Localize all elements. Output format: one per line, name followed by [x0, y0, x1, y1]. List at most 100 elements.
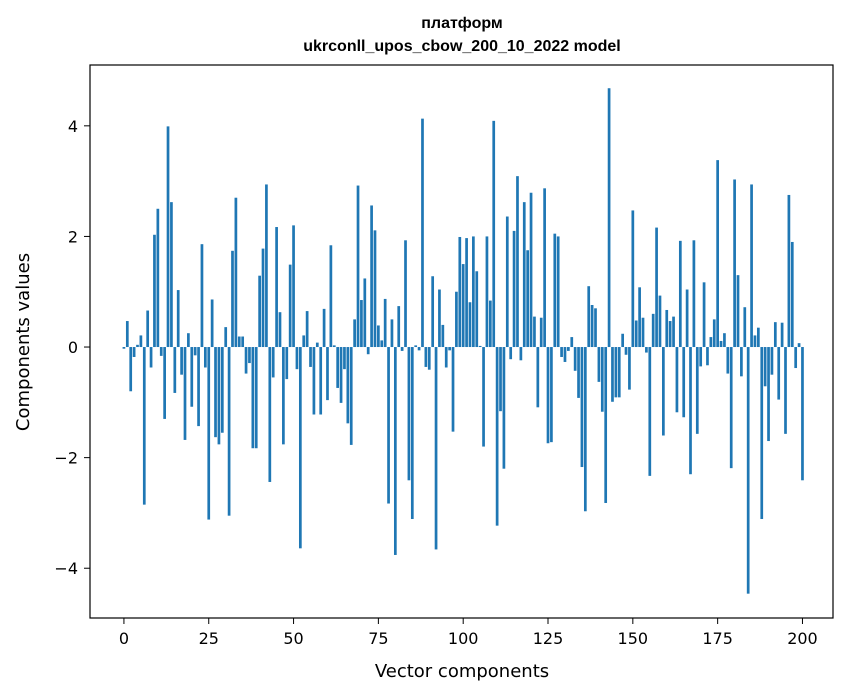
bar: [753, 335, 757, 348]
bar: [482, 347, 485, 447]
bar: [770, 347, 774, 375]
bar: [712, 319, 716, 348]
bar: [468, 302, 472, 348]
bar: [614, 347, 618, 398]
x-axis-label: Vector components: [375, 661, 549, 682]
bar: [526, 250, 530, 348]
bar: [302, 335, 306, 348]
x-tick-label: 125: [533, 629, 564, 648]
bar: [628, 347, 631, 390]
bars-group: [122, 88, 804, 594]
bar: [743, 307, 747, 348]
x-tick-label: 0: [119, 629, 129, 648]
bar: [187, 333, 190, 348]
x-tick-label: 175: [702, 629, 733, 648]
bar: [617, 347, 621, 398]
bar: [370, 205, 373, 348]
bar: [621, 333, 625, 348]
bar: [682, 347, 686, 418]
bar: [390, 319, 394, 348]
bar: [251, 347, 255, 449]
bar: [153, 234, 156, 348]
bar: [709, 337, 713, 348]
bar: [784, 347, 787, 434]
bar: [254, 347, 258, 449]
bar: [536, 347, 540, 408]
bar: [655, 227, 658, 348]
bar: [142, 347, 146, 505]
bar: [125, 321, 129, 348]
bar: [641, 317, 645, 348]
bar: [458, 236, 462, 348]
bar: [678, 240, 682, 348]
x-tick-label: 50: [283, 629, 303, 648]
bar: [210, 299, 214, 348]
bar: [431, 276, 435, 348]
bar: [685, 289, 689, 348]
bar: [139, 335, 143, 348]
bar: [404, 240, 407, 348]
bar: [407, 347, 411, 481]
x-axis-ticks: 0 25 50 75 100 125 150 175 200: [119, 618, 818, 648]
bar: [648, 347, 652, 476]
bar: [305, 311, 309, 348]
bar: [512, 230, 516, 348]
bar: [237, 336, 241, 348]
bar: [529, 192, 533, 348]
bar: [706, 347, 709, 366]
bar: [465, 238, 468, 348]
bar: [427, 347, 431, 370]
bar: [560, 347, 563, 357]
bar: [692, 240, 696, 348]
bar: [658, 295, 662, 348]
bar: [366, 347, 370, 355]
bar: [329, 245, 333, 348]
chart-subtitle: ukrconll_upos_cbow_200_10_2022 model: [303, 38, 620, 55]
bar: [461, 264, 465, 348]
bar: [567, 347, 570, 351]
bar: [773, 322, 777, 348]
bar: [570, 337, 574, 348]
bar: [689, 347, 692, 475]
bar: [275, 227, 278, 348]
bar: [332, 345, 336, 348]
bar: [777, 347, 781, 400]
bar: [600, 347, 604, 412]
bar: [349, 347, 353, 445]
bar: [373, 230, 377, 348]
bar: [136, 344, 139, 348]
x-tick-label: 150: [618, 629, 649, 648]
bar: [492, 120, 496, 348]
bar: [241, 336, 245, 348]
bar: [780, 322, 784, 348]
bar: [129, 347, 133, 392]
bar: [414, 345, 418, 348]
bar: [421, 118, 424, 348]
bar: [675, 347, 679, 413]
bar: [505, 216, 509, 348]
y-tick-label: 2: [68, 227, 78, 246]
bar: [726, 347, 730, 374]
bar: [387, 347, 390, 504]
bar: [699, 347, 703, 367]
bar: [190, 347, 194, 407]
bar: [665, 309, 669, 348]
bar: [149, 347, 153, 368]
bar: [363, 278, 367, 348]
bar: [248, 347, 251, 364]
bar: [723, 333, 726, 348]
bar: [577, 347, 580, 398]
bar: [282, 347, 285, 445]
bar: [729, 347, 733, 469]
y-axis-ticks: −4 −2 0 2 4: [54, 117, 90, 578]
bar: [590, 305, 594, 348]
bar: [163, 347, 166, 419]
bar: [438, 289, 441, 348]
bar: [662, 347, 665, 436]
y-axis-label: Components values: [13, 253, 34, 431]
bar: [760, 347, 764, 520]
bar: [288, 264, 292, 348]
bar: [455, 291, 458, 348]
bar: [258, 275, 261, 348]
